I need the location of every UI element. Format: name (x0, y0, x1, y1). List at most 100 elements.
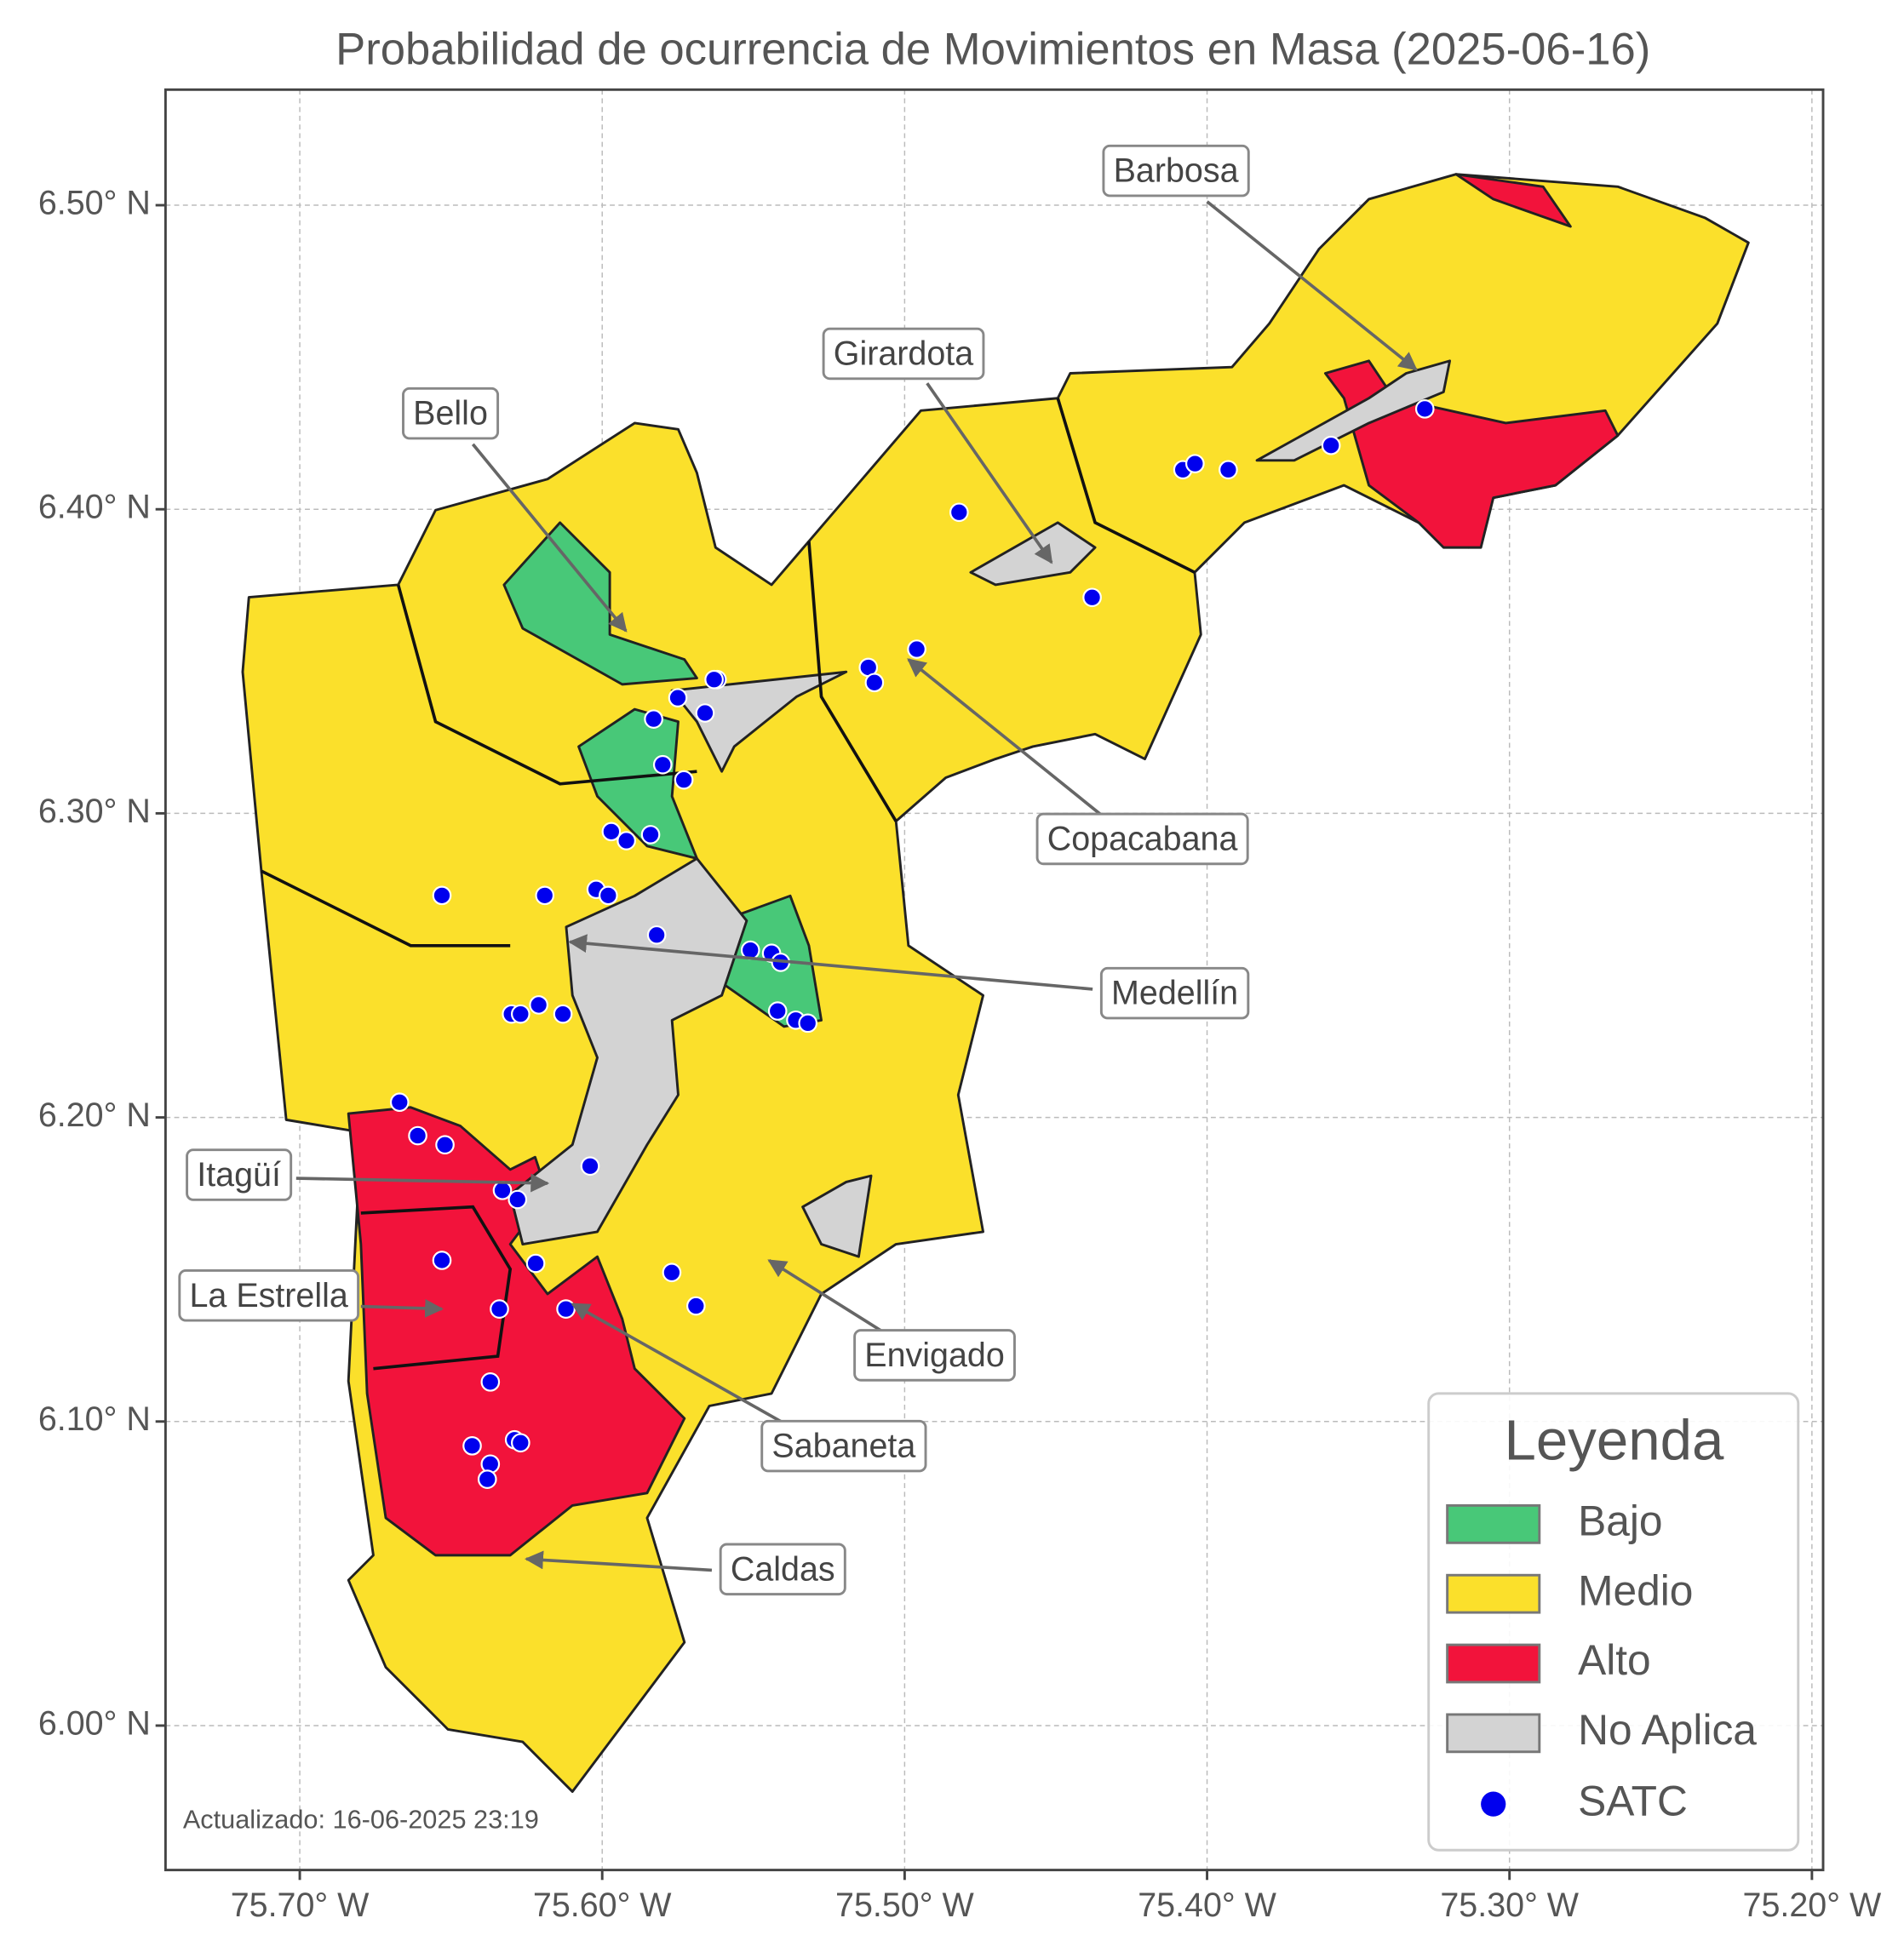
arrow (471, 443, 628, 633)
station-point (668, 688, 688, 707)
legend-label: SATC (1578, 1777, 1688, 1824)
label-box (178, 1269, 360, 1322)
station-point (580, 1156, 600, 1177)
legend-label: Medio (1578, 1566, 1693, 1614)
boundary (360, 1205, 513, 1371)
x-tick-label: 75.40° W (1138, 1887, 1276, 1924)
station-point (617, 831, 636, 850)
region (969, 521, 1097, 587)
station-point (640, 825, 661, 845)
annotation: La Estrella (178, 1269, 444, 1322)
plot-frame (163, 88, 1825, 1872)
label-box (402, 386, 500, 440)
station-point (601, 822, 622, 842)
station-point (1321, 435, 1341, 455)
region (1255, 359, 1452, 462)
station-point (535, 885, 555, 906)
station-point (949, 502, 969, 523)
legend: Leyenda Bajo Medio Alto No Aplica SATC (1427, 1392, 1800, 1852)
annotation-label: Envigado (864, 1337, 1004, 1374)
arrow (767, 1258, 887, 1336)
legend-title: Leyenda (1505, 1409, 1725, 1473)
label-box (760, 1419, 927, 1473)
regions (241, 173, 1750, 1794)
annotation: Barbosa (1102, 144, 1418, 371)
station-point (432, 885, 452, 906)
station-point (408, 1125, 427, 1146)
legend-swatch (1446, 1573, 1541, 1614)
boundary (261, 869, 511, 948)
station-point (652, 754, 673, 775)
y-tick-label: 6.20° N (38, 1096, 151, 1134)
station-point (1082, 587, 1102, 608)
region (801, 1174, 873, 1258)
update-note: Actualizado: 16-06-2025 23:19 (183, 1805, 539, 1835)
annotation: Itagüí (186, 1148, 550, 1201)
region (1454, 173, 1572, 228)
station-point (695, 703, 715, 723)
annotation-label: Medellín (1111, 975, 1238, 1012)
annotation: Envigado (767, 1258, 1016, 1382)
station-point (864, 673, 885, 693)
station-point (511, 1433, 530, 1453)
station-point (1414, 399, 1435, 419)
station-point (907, 639, 926, 659)
station-point (685, 1296, 706, 1316)
chart-title: Probabilidad de ocurrencia de Movimiento… (335, 24, 1650, 74)
region (502, 521, 698, 686)
station-point (432, 1251, 452, 1270)
annotation: Medellín (568, 934, 1250, 1020)
boundary (396, 584, 697, 786)
legend-label: Alto (1578, 1636, 1651, 1684)
arrow (1206, 200, 1418, 371)
annotation-label: Girardota (834, 335, 973, 372)
station-point (674, 770, 694, 790)
annotation: Girardota (822, 327, 1053, 564)
annotation-label: La Estrella (190, 1277, 348, 1314)
arrow (568, 934, 1093, 991)
station-point (435, 1135, 455, 1155)
y-tick-label: 6.40° N (38, 489, 151, 526)
arrow (525, 1550, 713, 1572)
annotation-label: Itagüí (197, 1156, 281, 1194)
station-point (529, 995, 548, 1015)
legend-label: Bajo (1578, 1497, 1662, 1544)
region (508, 857, 748, 1245)
legend-swatch (1446, 1713, 1541, 1754)
arrow (295, 1173, 550, 1193)
station-point (477, 1469, 497, 1489)
y-tick-label: 6.30° N (38, 793, 151, 830)
annotation-label: Barbosa (1114, 152, 1239, 190)
label-box (853, 1329, 1016, 1382)
station-point (1185, 454, 1205, 473)
label-box (1102, 144, 1250, 198)
annotation-label: Sabaneta (771, 1428, 915, 1465)
station-point (508, 1189, 528, 1210)
axes: 75.70° W 75.60° W 75.50° W 75.40° W 75.30° W… (38, 184, 1882, 1923)
annotation: Bello (402, 386, 628, 633)
station-point (646, 925, 667, 945)
legend-marker (1481, 1791, 1506, 1817)
station-point (525, 1253, 546, 1274)
annotation: Sabaneta (571, 1303, 927, 1473)
x-tick-label: 75.50° W (835, 1887, 974, 1924)
x-tick-label: 75.20° W (1743, 1887, 1882, 1924)
annotation: Copacabana (907, 658, 1249, 866)
label-box (719, 1543, 846, 1596)
label-box (822, 327, 985, 381)
legend-swatch (1446, 1503, 1541, 1544)
boundary (1056, 398, 1196, 574)
station-point (480, 1372, 501, 1392)
region (670, 670, 848, 773)
station-point (644, 709, 663, 730)
y-tick-label: 6.50° N (38, 184, 151, 221)
arrow (926, 382, 1053, 564)
station-point (1219, 460, 1238, 480)
annotation-label: Caldas (731, 1550, 835, 1588)
annotations: Barbosa Girardota Bello Copacabana Medel… (178, 144, 1418, 1596)
boundary (807, 541, 898, 822)
station-point (662, 1263, 682, 1283)
annotation-label: Bello (413, 395, 488, 432)
legend-label: No Aplica (1578, 1706, 1757, 1754)
